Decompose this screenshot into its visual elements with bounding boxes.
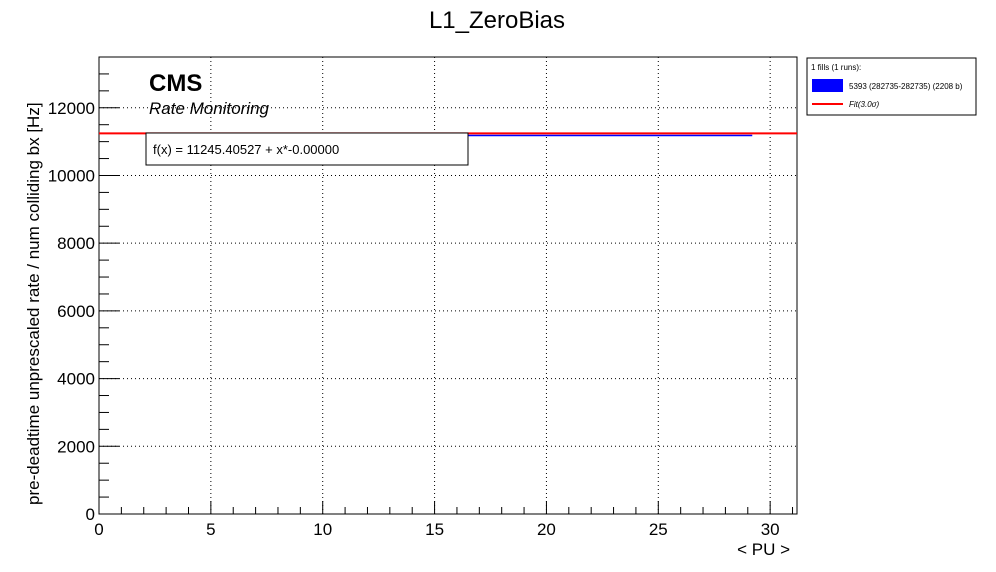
x-tick-label: 20 (537, 520, 556, 539)
chart-title: L1_ZeroBias (429, 7, 565, 34)
y-tick-label: 10000 (48, 166, 95, 185)
legend-entry-data: 5393 (282735-282735) (2208 b) (849, 82, 963, 91)
x-tick-label: 30 (761, 520, 780, 539)
y-tick-labels: 0 2000 4000 6000 8000 10000 12000 (48, 99, 95, 524)
grid-lines (99, 57, 797, 514)
plot-frame (98, 56, 798, 515)
legend: 1 fills (1 runs): 5393 (282735-282735) (… (806, 57, 977, 116)
legend-entry-fit: Fit(3.0σ) (849, 100, 879, 109)
y-tick-label: 4000 (57, 370, 95, 389)
x-tick-label: 15 (425, 520, 444, 539)
x-axis-label: < PU > (737, 540, 790, 559)
fit-function-text: f(x) = 11245.40527 + x*-0.00000 (153, 142, 339, 157)
y-tick-label: 0 (86, 505, 95, 524)
y-tick-label: 12000 (48, 99, 95, 118)
x-tick-label: 25 (649, 520, 668, 539)
y-tick-label: 8000 (57, 234, 95, 253)
fit-box: f(x) = 11245.40527 + x*-0.00000 (145, 132, 469, 166)
legend-header: 1 fills (1 runs): (811, 63, 861, 72)
y-axis-label: pre-deadtime unprescaled rate / num coll… (24, 102, 43, 505)
x-tick-label: 5 (206, 520, 215, 539)
rate-monitoring-label: Rate Monitoring (149, 99, 270, 118)
legend-swatch-data (812, 79, 843, 92)
y-tick-label: 6000 (57, 302, 95, 321)
x-tick-label: 10 (313, 520, 332, 539)
axis-ticks (98, 56, 794, 515)
y-tick-label: 2000 (57, 437, 95, 456)
cms-label: CMS (149, 70, 202, 97)
x-tick-label: 0 (94, 520, 103, 539)
x-tick-labels: 0 5 10 15 20 25 30 (94, 520, 779, 539)
